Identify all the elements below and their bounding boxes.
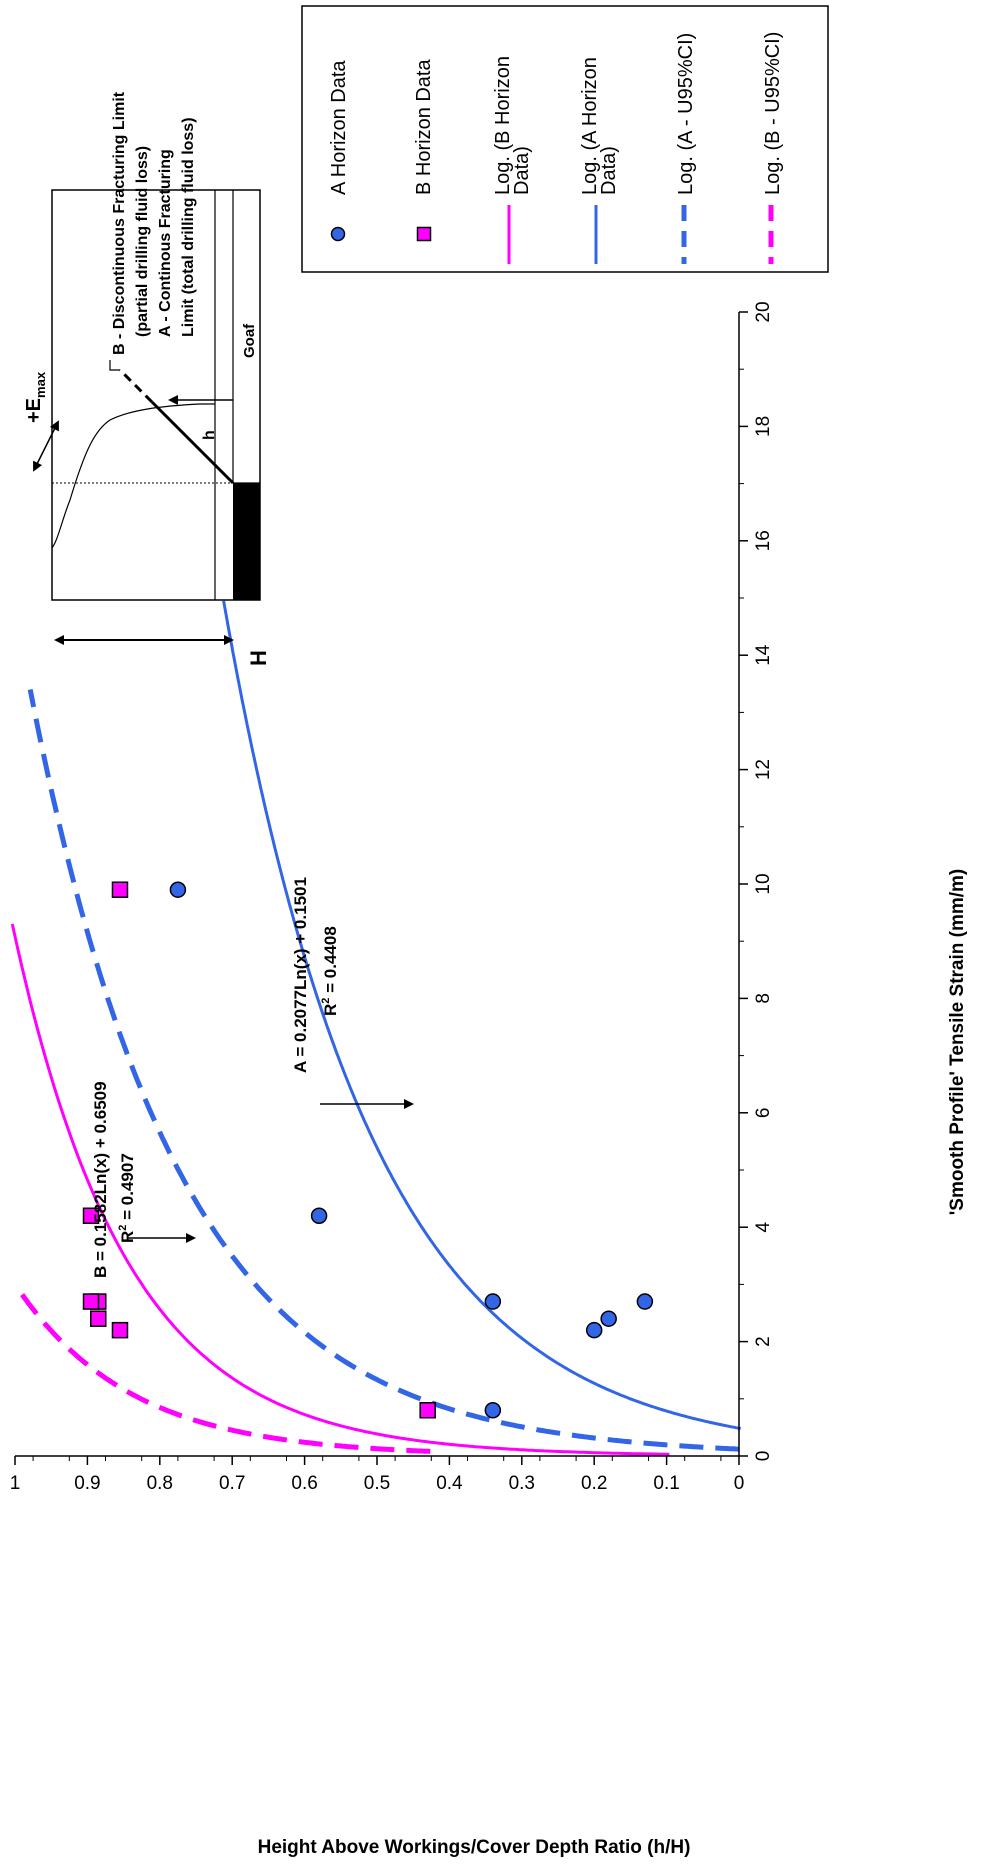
b-limit-line2: (partial drilling fluid loss) [134, 146, 151, 337]
legend-b-marker [416, 226, 432, 242]
x-tick-label: 14 [753, 644, 774, 666]
legend: A Horizon Data B Horizon Data Log. (B Ho… [301, 5, 829, 273]
axes-layer: 00.10.20.30.40.50.60.70.80.9102468101214… [10, 301, 774, 1494]
y-tick-label: 1 [10, 1473, 21, 1494]
x-axis-title: 'Smooth Profile' Tensile Strain (mm/m) [947, 869, 968, 1216]
plot-area: 00.10.20.30.40.50.60.70.80.9102468101214… [10, 301, 774, 1494]
equation-b-annotation: B = 0.1582Ln(x) + 0.6509 R2 = 0.4907 [91, 1081, 196, 1278]
continuous-fracture-line [150, 400, 235, 485]
legend-label-a-horizon: A Horizon Data [328, 60, 350, 195]
x-tick-label: 10 [753, 873, 774, 894]
b-horizon-point-0 [419, 1401, 436, 1419]
a-horizon-point-4 [484, 1293, 502, 1310]
coal-seam-block [233, 483, 260, 600]
y-tick-label: 0.7 [219, 1473, 245, 1494]
big-h-label: H [246, 650, 271, 666]
b-limit-line1: B - Discontinuous Fracturing Limit [111, 91, 128, 355]
b-horizon-point-4 [82, 1293, 100, 1310]
b-horizon-point-2 [90, 1310, 107, 1327]
equation-b-r2: R2 = 0.4907 [117, 1153, 137, 1243]
legend-label-log-b-ci: Log. (B - U95%CI) [762, 32, 784, 195]
a-horizon-point-0 [484, 1401, 502, 1419]
y-tick-label: 0.3 [509, 1473, 535, 1494]
equation-a-text: A = 0.2077Ln(x) + 0.1501 [291, 877, 310, 1073]
inset-frame [51, 189, 261, 601]
schematic-inset: H h +Emax Goaf B - Discontinuous Fractur… [23, 91, 271, 666]
x-tick-label: 4 [753, 1221, 774, 1232]
b-horizon-point-1 [111, 1321, 129, 1339]
a-limit-line2: Limit (total drilling fluid loss) [180, 117, 197, 337]
a-horizon-point-1 [585, 1321, 603, 1339]
trendline-4 [27, 689, 740, 1452]
trendline-5 [15, 1285, 431, 1454]
legend-label-log-a-line1: Log. (A Horizon [579, 57, 601, 195]
a-horizon-point-5 [310, 1207, 328, 1225]
y-tick-label: 0.6 [291, 1473, 317, 1494]
emax-label: +Emax [23, 371, 48, 423]
data-point-layer [82, 881, 654, 1419]
a-limit-line1: A - Continous Fracturing [157, 149, 174, 337]
equation-a-annotation: A = 0.2077Ln(x) + 0.1501 R2 = 0.4408 [291, 877, 414, 1109]
y-tick-label: 0.1 [653, 1473, 679, 1494]
legend-label-log-a-line2: Data) [598, 146, 620, 195]
x-tick-label: 12 [753, 759, 774, 780]
legend-a-marker [330, 226, 346, 242]
legend-label-log-b-line1: Log. (B Horizon [492, 56, 514, 195]
a-horizon-point-6 [169, 881, 187, 898]
x-tick-label: 8 [753, 993, 774, 1004]
y-tick-label: 0.2 [581, 1473, 607, 1494]
x-tick-label: 20 [753, 301, 774, 322]
a-horizon-point-2 [600, 1310, 617, 1327]
y-axis-title: Height Above Workings/Cover Depth Ratio … [258, 1837, 691, 1858]
y-tick-label: 0 [734, 1473, 745, 1494]
x-tick-label: 0 [753, 1451, 774, 1462]
equation-a-r2: R2 = 0.4408 [320, 926, 340, 1016]
trendline-layer [10, 600, 741, 1456]
a-horizon-point-3 [636, 1293, 654, 1310]
legend-label-log-b-line2: Data) [511, 146, 533, 195]
y-tick-label: 0.9 [74, 1473, 100, 1494]
goaf-label: Goaf [241, 323, 258, 358]
trendline-3 [222, 600, 741, 1430]
equation-b-text: B = 0.1582Ln(x) + 0.6509 [91, 1081, 110, 1278]
emax-arrow [33, 420, 59, 472]
y-tick-label: 0.5 [364, 1473, 390, 1494]
y-tick-label: 0.8 [147, 1473, 173, 1494]
b-horizon-point-5 [82, 1207, 100, 1225]
x-tick-label: 16 [753, 530, 774, 551]
trendline-2 [10, 923, 670, 1456]
x-tick-label: 6 [753, 1108, 774, 1119]
limit-leader-line [109, 360, 120, 371]
x-tick-label: 2 [753, 1336, 774, 1347]
legend-label-b-horizon: B Horizon Data [413, 59, 435, 195]
small-h-label: h [201, 430, 218, 440]
x-tick-label: 18 [753, 416, 774, 437]
legend-box [301, 5, 829, 273]
discontinuous-fracture-line [118, 368, 154, 404]
b-horizon-point-6 [111, 881, 129, 898]
y-tick-label: 0.4 [436, 1473, 463, 1494]
surface-profile-curve [51, 403, 215, 549]
legend-label-log-a-ci: Log. (A - U95%CI) [675, 33, 697, 195]
